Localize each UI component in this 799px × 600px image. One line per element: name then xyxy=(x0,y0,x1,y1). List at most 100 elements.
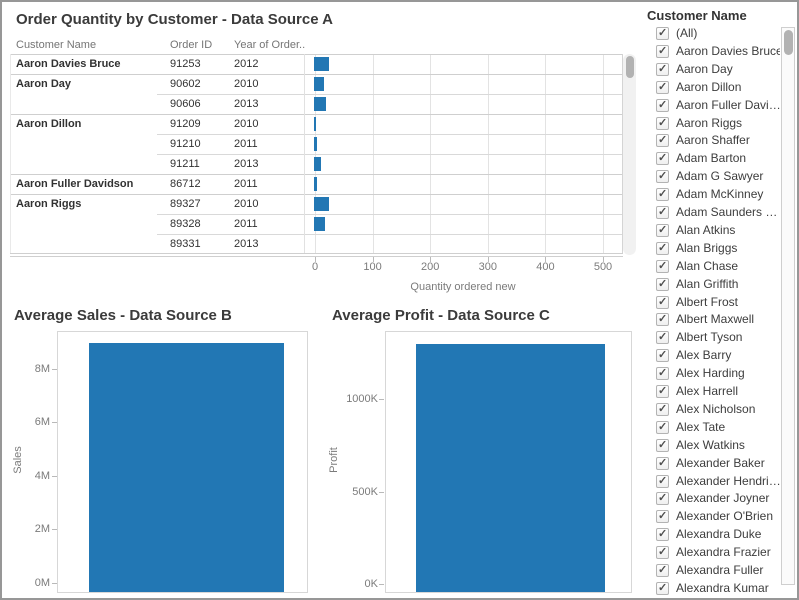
checkbox[interactable]: ✓ xyxy=(656,385,669,398)
checkbox[interactable]: ✓ xyxy=(656,62,669,76)
checkbox[interactable]: ✓ xyxy=(656,420,669,434)
filter-scrollbar-thumb[interactable] xyxy=(784,30,793,55)
filter-item[interactable]: ✓ Alan Atkins xyxy=(642,223,780,241)
filter-item[interactable]: ✓ Adam Saunders … xyxy=(642,205,780,223)
filter-item[interactable]: ✓ Aaron Fuller Davi… xyxy=(642,98,780,116)
order-table-scrollbar[interactable] xyxy=(623,54,636,255)
filter-item[interactable]: ✓ Alex Tate xyxy=(642,420,780,438)
filter-item[interactable]: ✓ Alexander O'Brien xyxy=(642,509,780,527)
checkbox[interactable]: ✓ xyxy=(656,277,669,291)
order-id-cell[interactable]: 91209 xyxy=(170,118,201,130)
quantity-bar[interactable] xyxy=(314,217,325,231)
checkbox[interactable]: ✓ xyxy=(656,27,669,40)
sales-bar[interactable] xyxy=(89,343,284,592)
customer-name-cell[interactable]: Aaron Riggs xyxy=(16,198,82,210)
checkbox[interactable]: ✓ xyxy=(656,152,669,166)
checkbox[interactable]: ✓ xyxy=(656,510,669,524)
filter-item[interactable]: ✓ Alexander Baker xyxy=(642,456,780,474)
year-cell[interactable]: 2011 xyxy=(234,138,258,150)
checkbox[interactable]: ✓ xyxy=(656,259,669,273)
filter-item[interactable]: ✓ Alexandra Kumar xyxy=(642,581,780,596)
order-table-scrollbar-thumb[interactable] xyxy=(626,56,634,78)
order-id-cell[interactable]: 91253 xyxy=(170,58,201,70)
checkbox[interactable]: ✓ xyxy=(656,313,669,327)
column-header-year-of-order[interactable]: Year of Order.. xyxy=(234,39,306,51)
filter-item[interactable]: ✓ Alexandra Fuller xyxy=(642,563,780,581)
checkbox[interactable]: ✓ xyxy=(656,581,669,595)
year-cell[interactable]: 2010 xyxy=(234,118,259,130)
profit-bar[interactable] xyxy=(416,343,605,592)
filter-item[interactable]: ✓ Alex Barry xyxy=(642,348,780,366)
quantity-bar[interactable] xyxy=(314,57,329,71)
customer-name-cell[interactable]: Aaron Davies Bruce xyxy=(16,58,121,70)
year-cell[interactable]: 2013 xyxy=(234,238,259,250)
filter-item[interactable]: ✓ Albert Tyson xyxy=(642,330,780,348)
order-id-cell[interactable]: 90606 xyxy=(170,98,201,110)
filter-item[interactable]: ✓ Albert Frost xyxy=(642,295,780,313)
order-id-cell[interactable]: 89331 xyxy=(170,238,201,250)
checkbox[interactable]: ✓ xyxy=(656,367,669,381)
customer-name-cell[interactable]: Aaron Fuller Davidson xyxy=(16,178,134,190)
filter-item[interactable]: ✓ Albert Maxwell xyxy=(642,312,780,330)
filter-item[interactable]: ✓ Alexandra Duke xyxy=(642,527,780,545)
quantity-bar[interactable] xyxy=(314,197,329,211)
checkbox[interactable]: ✓ xyxy=(656,80,669,94)
filter-item[interactable]: ✓ Alexander Joyner xyxy=(642,491,780,509)
checkbox[interactable]: ✓ xyxy=(656,331,669,345)
order-id-cell[interactable]: 89328 xyxy=(170,218,201,230)
year-cell[interactable]: 2011 xyxy=(234,178,258,190)
filter-item[interactable]: ✓ Aaron Shaffer xyxy=(642,133,780,151)
filter-item[interactable]: ✓ Aaron Day xyxy=(642,62,780,80)
checkbox[interactable]: ✓ xyxy=(656,241,669,255)
customer-name-cell[interactable]: Aaron Day xyxy=(16,78,72,90)
filter-item[interactable]: ✓ Aaron Dillon xyxy=(642,80,780,98)
checkbox[interactable]: ✓ xyxy=(656,546,669,560)
filter-item[interactable]: ✓ (All) xyxy=(642,26,780,44)
column-header-order-id[interactable]: Order ID xyxy=(170,39,213,51)
filter-item[interactable]: ✓ Aaron Davies Bruce xyxy=(642,44,780,62)
filter-item[interactable]: ✓ Alan Briggs xyxy=(642,241,780,259)
checkbox[interactable]: ✓ xyxy=(656,349,669,363)
year-cell[interactable]: 2010 xyxy=(234,198,259,210)
year-cell[interactable]: 2013 xyxy=(234,98,259,110)
column-header-customer-name[interactable]: Customer Name xyxy=(16,39,97,51)
checkbox[interactable]: ✓ xyxy=(656,295,669,309)
filter-item[interactable]: ✓ Adam G Sawyer xyxy=(642,169,780,187)
filter-item[interactable]: ✓ Alan Chase xyxy=(642,259,780,277)
year-cell[interactable]: 2013 xyxy=(234,158,259,170)
order-id-cell[interactable]: 89327 xyxy=(170,198,201,210)
checkbox[interactable]: ✓ xyxy=(656,188,669,202)
quantity-bar[interactable] xyxy=(314,77,324,91)
quantity-bar[interactable] xyxy=(314,177,317,191)
year-cell[interactable]: 2011 xyxy=(234,218,258,230)
order-id-cell[interactable]: 90602 xyxy=(170,78,201,90)
quantity-bar[interactable] xyxy=(314,157,321,171)
checkbox[interactable]: ✓ xyxy=(656,134,669,148)
checkbox[interactable]: ✓ xyxy=(656,528,669,542)
checkbox[interactable]: ✓ xyxy=(656,116,669,130)
checkbox[interactable]: ✓ xyxy=(656,402,669,416)
checkbox[interactable]: ✓ xyxy=(656,456,669,470)
filter-item[interactable]: ✓ Alan Griffith xyxy=(642,277,780,295)
checkbox[interactable]: ✓ xyxy=(656,206,669,219)
filter-item[interactable]: ✓ Alexander Hendri… xyxy=(642,474,780,492)
checkbox[interactable]: ✓ xyxy=(656,492,669,506)
checkbox[interactable]: ✓ xyxy=(656,223,669,237)
quantity-bar[interactable] xyxy=(314,137,317,151)
checkbox[interactable]: ✓ xyxy=(656,438,669,452)
customer-name-cell[interactable]: Aaron Dillon xyxy=(16,118,82,130)
order-id-cell[interactable]: 86712 xyxy=(170,178,201,190)
checkbox[interactable]: ✓ xyxy=(656,44,669,58)
filter-scrollbar[interactable] xyxy=(781,27,795,585)
quantity-bar[interactable] xyxy=(314,97,327,111)
order-id-cell[interactable]: 91211 xyxy=(170,158,200,170)
checkbox[interactable]: ✓ xyxy=(656,170,669,184)
filter-item[interactable]: ✓ Alex Harding xyxy=(642,366,780,384)
filter-item[interactable]: ✓ Alexandra Frazier xyxy=(642,545,780,563)
filter-item[interactable]: ✓ Alex Harrell xyxy=(642,384,780,402)
filter-item[interactable]: ✓ Adam Barton xyxy=(642,151,780,169)
checkbox[interactable]: ✓ xyxy=(656,474,669,488)
filter-item[interactable]: ✓ Alex Watkins xyxy=(642,438,780,456)
checkbox[interactable]: ✓ xyxy=(656,564,669,577)
year-cell[interactable]: 2012 xyxy=(234,58,259,70)
